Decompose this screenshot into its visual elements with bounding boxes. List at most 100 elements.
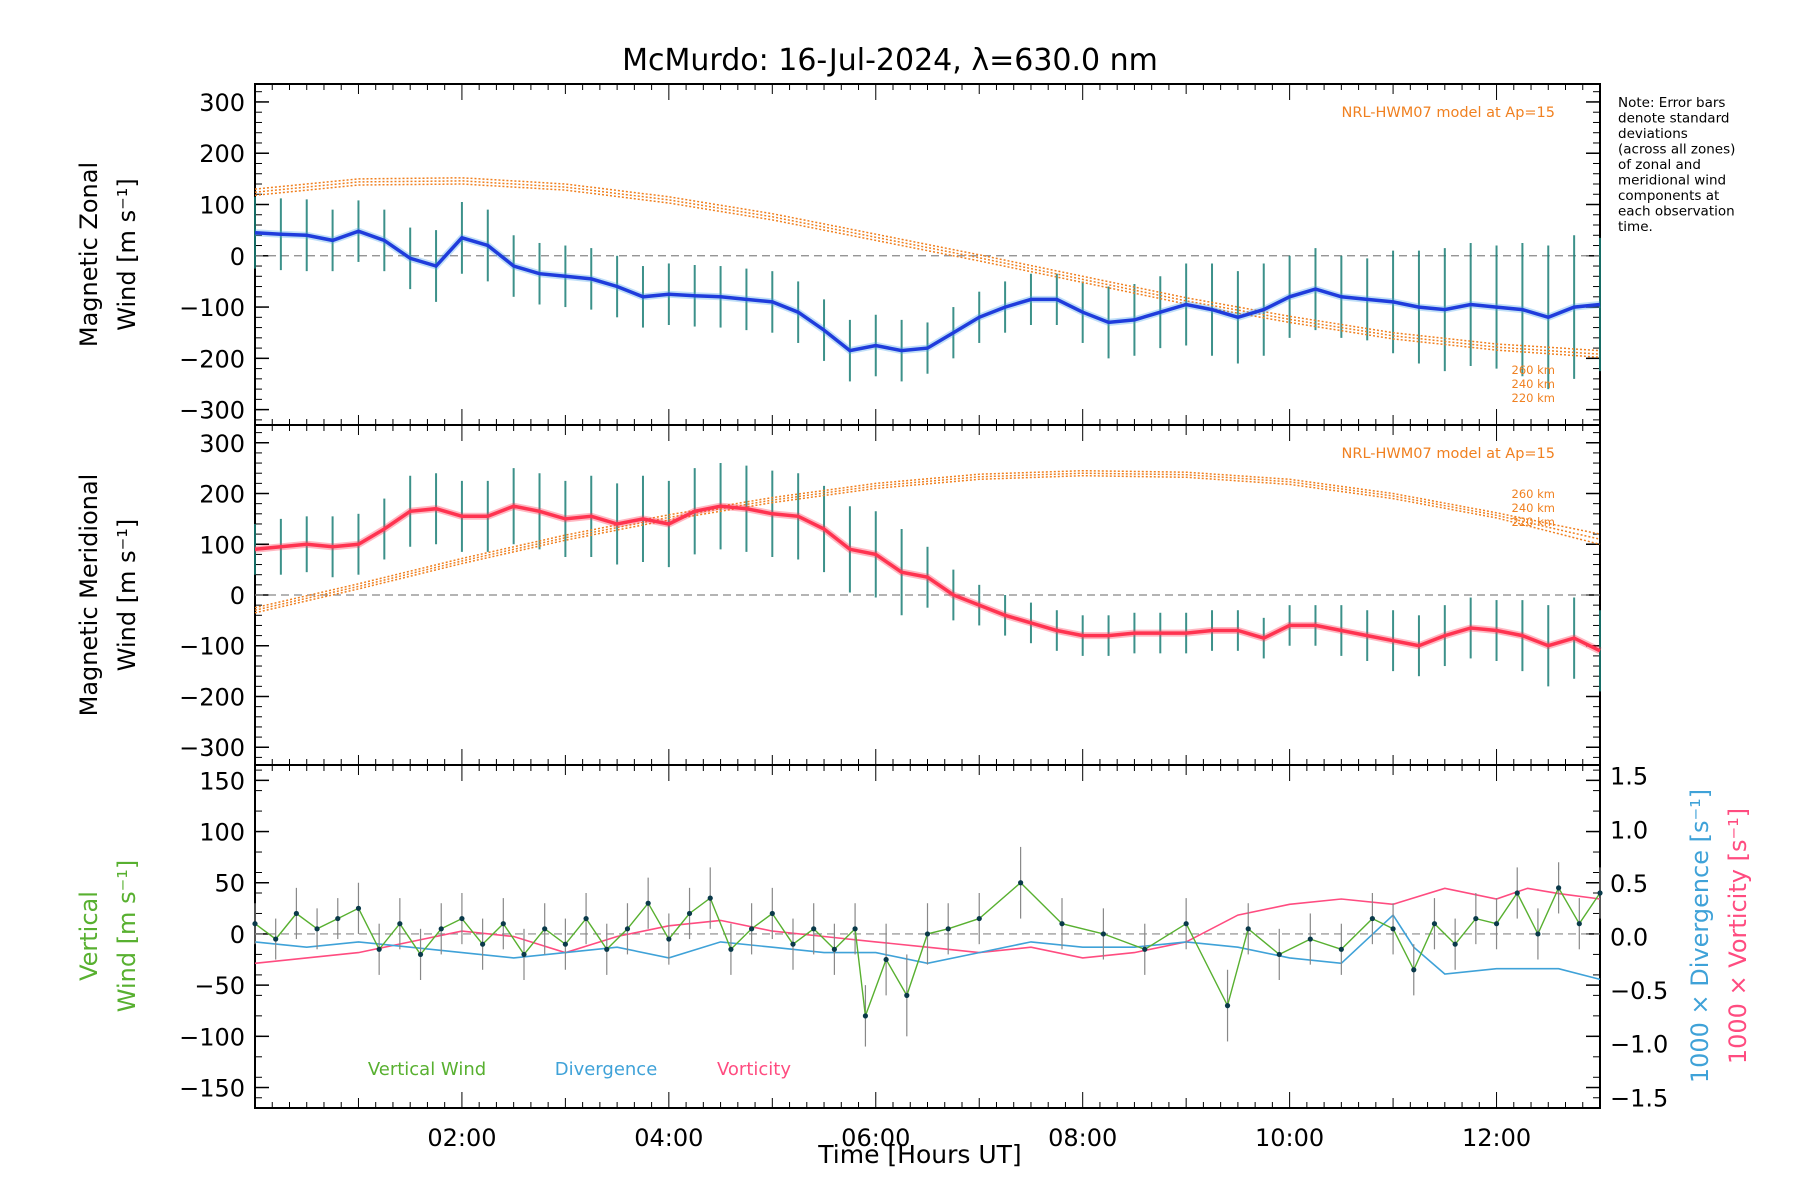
right-y-tick-label: −1.0 [1610,1031,1668,1059]
vertical-wind-point [1473,915,1479,922]
vertical-wind-point [883,956,889,963]
y-tick-label: −100 [179,1023,245,1051]
vertical-wind-point [862,1013,869,1019]
vertical-wind-point [376,946,382,952]
vertical-wind-point [314,926,320,932]
vertical-wind-point [583,915,589,922]
vertical-wind-point [1338,946,1344,952]
vertical-wind-point [1100,931,1106,937]
legend-entry: Vorticity [717,1059,791,1080]
model-curve [254,183,1601,359]
vertical-wind-point [1183,921,1189,927]
vertical-wind-point [728,946,734,952]
model-curve [254,177,1601,352]
vertical-wind-point [1142,946,1148,952]
model-altitude-label: 220 km [1512,391,1555,405]
vertical-wind-point [1390,926,1396,932]
vertical-wind-point [1514,890,1520,896]
right-y-tick-label: 0.0 [1610,924,1648,952]
note-text: Note: Error bars denote standard deviation… [1618,95,1735,235]
model-curve [254,469,1601,609]
y-axis-label: Wind [m s⁻¹] [113,860,141,1012]
legend-entry: Vertical Wind [368,1059,486,1080]
right-y-tick-label: 1.0 [1610,816,1648,844]
divergence-line [254,913,1601,981]
y-tick-label: 0 [230,582,245,610]
model-curve [254,472,1601,611]
y-tick-label: −100 [179,294,245,322]
vertical-wind-point [1276,951,1282,958]
vertical-wind-point [355,905,362,911]
vertical-wind-point [252,921,258,927]
y-axis-label: Wind [m s⁻¹] [113,519,141,671]
vertical-wind-point [976,915,982,922]
vertical-wind-point [624,926,631,932]
y-tick-label: −200 [179,345,245,373]
vertical-wind-point [904,992,910,998]
y-tick-label: 100 [199,819,245,847]
vertical-wind-point [1431,921,1438,927]
vertical-wind-point [1369,915,1375,922]
y-tick-label: −100 [179,633,245,661]
vertical-wind-point [686,910,693,917]
figure-title: McMurdo: 16-Jul-2024, λ=630.0 nm [622,43,1158,78]
vertical-wind-point [438,926,444,932]
y-tick-label: −150 [179,1075,245,1103]
legend-entry: Divergence [555,1059,658,1080]
y-tick-label: 200 [199,481,245,509]
model-altitude-label: 260 km [1512,363,1555,377]
vertical-wind-point [945,926,951,932]
y-tick-label: 100 [199,192,245,220]
vertical-wind-panel: −150 −100 −50 0 50 100 150 02:00 04:00 06:00 08:00… [75,763,1752,1152]
vertical-wind-point [831,946,837,952]
vertical-wind-point [1245,926,1251,932]
vorticity-line [254,887,1601,965]
vertical-wind-point [293,910,299,917]
vertical-wind-point [417,951,424,958]
vertical-wind-point [1018,880,1024,886]
model-altitude-label: 240 km [1512,377,1555,391]
model-label: NRL-HWM07 model at Ap=15 [1342,446,1555,462]
vertical-wind-point [459,915,465,922]
vertical-wind-point [273,936,279,942]
x-tick-label: 08:00 [1048,1124,1117,1152]
meridional-wind-panel: −300 −200 −100 0 100 200 300 NRL-HWM07 model at… [75,424,1602,766]
plot-frame [254,83,1601,426]
vertical-wind-point [1493,921,1500,927]
y-tick-label: 100 [199,531,245,559]
vertical-wind-point [562,941,568,947]
x-tick-label: 04:00 [634,1124,703,1152]
right-y-axis-label: 1000 × Vorticity [s⁻¹] [1724,808,1752,1064]
x-tick-label: 10:00 [1255,1124,1324,1152]
model-curve [254,474,1601,614]
vertical-wind-point [1452,941,1458,947]
vertical-wind-point [749,926,755,932]
note-line: components at [1618,188,1719,204]
y-axis-label: Vertical [75,891,103,981]
vertical-wind-point [1535,931,1541,937]
vertical-wind-point [707,895,713,901]
model-altitude-label: 260 km [1512,487,1555,501]
vertical-wind-point [811,926,817,932]
x-tick-label: 06:00 [841,1124,910,1152]
y-tick-label: −50 [194,972,245,1000]
vertical-wind-point [790,941,796,947]
x-tick-label: 12:00 [1462,1124,1531,1152]
note-line: Note: Error bars [1618,95,1725,111]
x-axis-label: Time [Hours UT] [817,1140,1021,1169]
y-tick-label: 0 [230,243,245,271]
vertical-wind-point [397,921,403,927]
y-axis-label: Magnetic Meridional [75,474,103,717]
vertical-wind-point [1597,890,1603,896]
x-tick-label: 02:00 [427,1124,496,1152]
wind-line [254,229,1601,353]
vertical-wind-point [521,951,527,958]
note-line: meridional wind [1618,173,1726,189]
vertical-wind-point [500,921,506,927]
note-line: of zonal and [1618,157,1701,173]
vertical-wind-line [254,881,1601,1017]
right-y-tick-label: 0.5 [1610,870,1648,898]
right-y-tick-label: −0.5 [1610,977,1668,1005]
vertical-wind-point [1576,921,1582,927]
